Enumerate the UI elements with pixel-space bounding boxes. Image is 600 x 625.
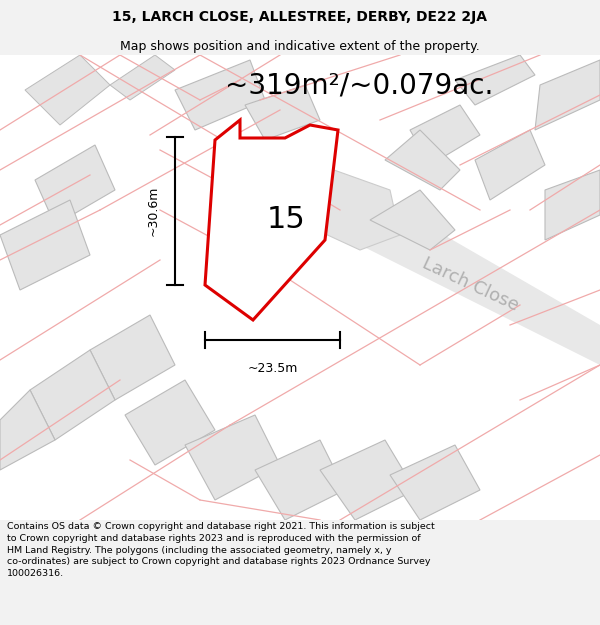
Polygon shape — [0, 390, 55, 470]
Polygon shape — [455, 55, 535, 105]
Text: Larch Close: Larch Close — [419, 255, 521, 315]
Polygon shape — [320, 440, 415, 520]
Polygon shape — [245, 85, 320, 140]
Text: ~30.6m: ~30.6m — [146, 186, 160, 236]
Polygon shape — [390, 445, 480, 520]
Polygon shape — [0, 200, 90, 290]
Polygon shape — [295, 165, 400, 250]
Polygon shape — [175, 60, 265, 130]
Polygon shape — [410, 105, 480, 165]
Polygon shape — [30, 350, 115, 440]
Text: 15, LARCH CLOSE, ALLESTREE, DERBY, DE22 2JA: 15, LARCH CLOSE, ALLESTREE, DERBY, DE22 … — [113, 10, 487, 24]
Polygon shape — [35, 145, 115, 225]
Text: ~23.5m: ~23.5m — [247, 361, 298, 374]
Polygon shape — [475, 130, 545, 200]
Polygon shape — [205, 120, 338, 320]
Polygon shape — [370, 190, 455, 250]
Text: Map shows position and indicative extent of the property.: Map shows position and indicative extent… — [120, 39, 480, 52]
Polygon shape — [125, 380, 215, 465]
Polygon shape — [25, 55, 110, 125]
Polygon shape — [385, 130, 460, 190]
Polygon shape — [290, 175, 600, 365]
Text: 15: 15 — [266, 206, 305, 234]
Polygon shape — [545, 170, 600, 240]
Polygon shape — [535, 60, 600, 130]
Polygon shape — [110, 55, 175, 100]
Polygon shape — [255, 440, 345, 520]
Text: Contains OS data © Crown copyright and database right 2021. This information is : Contains OS data © Crown copyright and d… — [7, 522, 435, 578]
Polygon shape — [90, 315, 175, 400]
Text: ~319m²/~0.079ac.: ~319m²/~0.079ac. — [225, 71, 493, 99]
Polygon shape — [185, 415, 280, 500]
